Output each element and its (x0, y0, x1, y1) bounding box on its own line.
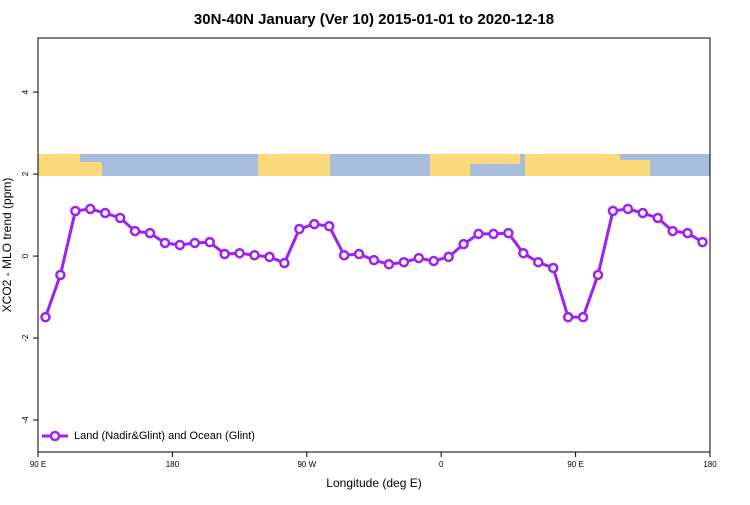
x-axis-label: Longitude (deg E) (326, 476, 421, 490)
point (279, 257, 290, 269)
point (667, 225, 678, 237)
point (547, 262, 559, 274)
point (264, 251, 275, 263)
x-tick-label: 0 (439, 460, 444, 469)
point (189, 237, 201, 249)
point (144, 227, 156, 239)
y-tick-label: -4 (21, 416, 30, 424)
point (413, 252, 425, 264)
chart-title: 30N-40N January (Ver 10) 2015-01-01 to 2… (194, 11, 554, 28)
point (443, 251, 454, 263)
point (174, 239, 186, 251)
y-tick-label: 4 (21, 89, 30, 94)
map-strip (38, 154, 710, 176)
point (533, 256, 544, 268)
point (428, 255, 439, 267)
point (219, 248, 230, 260)
point (637, 207, 649, 219)
point (159, 237, 171, 249)
point (652, 212, 663, 224)
point (697, 236, 708, 248)
point (40, 311, 51, 323)
point (682, 227, 693, 239)
x-tick-label: 90 E (567, 460, 583, 469)
point (114, 212, 126, 224)
point (234, 247, 245, 259)
point (85, 203, 96, 215)
x-tick-label: 90 E (30, 460, 46, 469)
point (338, 249, 350, 261)
point (622, 203, 634, 215)
point (204, 236, 215, 248)
point (577, 311, 589, 323)
x-tick-label: 90 W (297, 460, 316, 469)
point (473, 228, 484, 240)
x-tick-label: 180 (166, 460, 180, 469)
y-tick-label: 2 (21, 171, 30, 176)
legend-marker (49, 430, 61, 442)
point (323, 220, 335, 232)
point (398, 256, 410, 268)
point (518, 247, 529, 259)
point (368, 254, 380, 266)
point (99, 207, 111, 219)
point (383, 259, 395, 270)
y-axis-label: XCO2 - MLO trend (ppm) (0, 178, 14, 313)
point (353, 248, 365, 260)
y-tick-label: -2 (21, 334, 30, 342)
point (70, 205, 81, 217)
x-tick-label: 180 (703, 460, 717, 469)
legend-label: Land (Nadir&Glint) and Ocean (Glint) (74, 430, 255, 442)
point (592, 269, 604, 281)
point (249, 249, 260, 261)
point (309, 218, 320, 230)
point (129, 225, 141, 237)
point (294, 223, 305, 235)
point (458, 238, 469, 250)
point (562, 311, 574, 323)
point (607, 205, 619, 217)
point (503, 227, 514, 239)
point (55, 269, 66, 281)
point (488, 228, 499, 240)
y-tick-label: 0 (21, 253, 30, 258)
plot-frame (37, 37, 711, 453)
